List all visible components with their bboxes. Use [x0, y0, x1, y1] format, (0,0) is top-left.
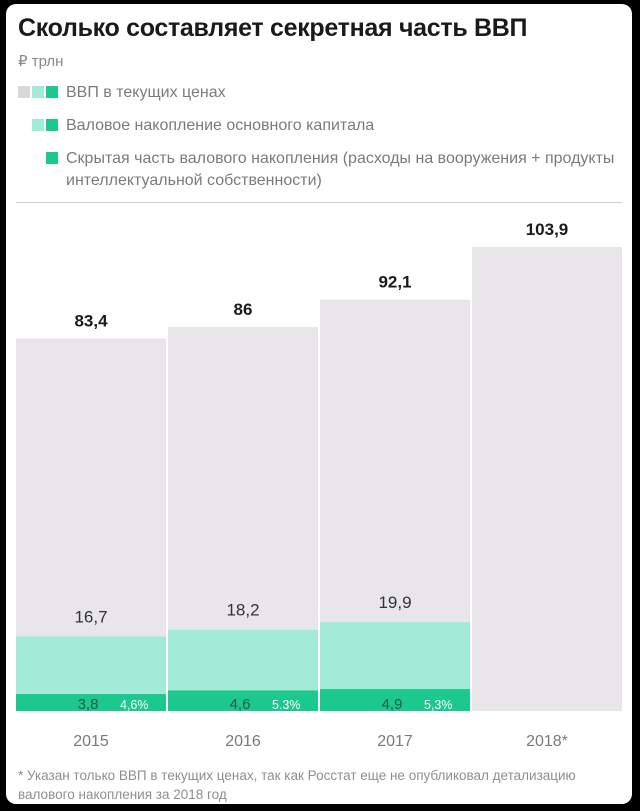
legend-swatch: [46, 119, 58, 131]
gdp-value-label: 86: [234, 300, 253, 319]
legend-swatch: [46, 152, 58, 164]
gdp-bar: [472, 247, 622, 711]
hidden-bar: [320, 689, 470, 711]
hidden-share-label: 5,3%: [424, 698, 453, 712]
capital-value-label: 18,2: [226, 601, 259, 620]
hidden-bar: [168, 690, 318, 711]
hidden-value-label: 3,8: [78, 696, 99, 713]
hidden-value-label: 4,9: [382, 696, 403, 713]
legend-swatch: [32, 86, 44, 98]
divider: [16, 202, 622, 203]
footnote: * Указан только ВВП в текущих ценах, так…: [18, 768, 576, 802]
legend-swatch: [32, 119, 44, 131]
capital-value-label: 16,7: [74, 607, 107, 626]
x-tick-label: 2015: [73, 733, 109, 750]
bar-chart: 83,4 16,7 3,8 4,6% 2015 86 18,2 4,6 5.3% 2016 92,1…: [16, 220, 622, 750]
chart-card: Сколько составляет секретная часть ВВП ₽…: [6, 4, 632, 804]
gdp-value-label: 103,9: [526, 220, 569, 239]
x-tick-label: 2016: [225, 733, 261, 750]
legend-label-hidden: Скрытая часть валового накопления (расхо…: [66, 150, 615, 189]
capital-value-label: 19,9: [378, 593, 411, 612]
hidden-share-label: 5.3%: [272, 698, 301, 712]
legend-label-gdp: ВВП в текущих ценах: [66, 84, 226, 101]
legend-swatch: [18, 86, 30, 98]
legend-label-capital: Валовое накопление основного капитала: [66, 117, 375, 134]
unit-label: ₽ трлн: [18, 53, 64, 70]
legend-swatch: [46, 86, 58, 98]
hidden-value-label: 4,6: [230, 696, 251, 713]
hidden-bar: [16, 694, 166, 711]
x-tick-label: 2017: [377, 733, 413, 750]
hidden-share-label: 4,6%: [120, 698, 149, 712]
x-tick-label: 2018*: [526, 733, 568, 750]
chart-title: Сколько составляет секретная часть ВВП: [18, 14, 528, 42]
gdp-value-label: 83,4: [74, 312, 108, 331]
gdp-value-label: 92,1: [378, 273, 411, 292]
